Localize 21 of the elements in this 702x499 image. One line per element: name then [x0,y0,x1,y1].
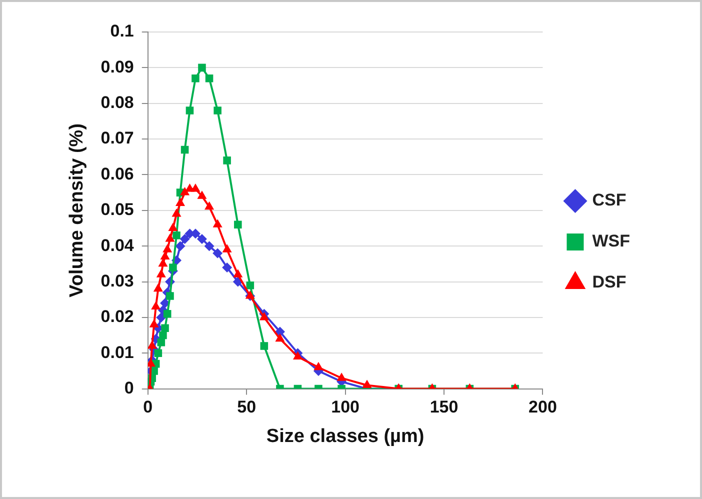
y-tick-label: 0.06 [100,164,134,184]
legend-label: CSF [592,190,626,210]
y-axis-title: Volume density (%) [66,123,88,298]
y-tick-label: 0.1 [110,22,134,41]
legend-label: DSF [592,272,626,292]
x-axis-title: Size classes (µm) [266,426,424,447]
y-tick-label: 0.01 [100,342,134,362]
y-tick-label: 0.04 [100,236,134,255]
x-tick-label: 50 [237,398,256,417]
y-tick-label: 0.05 [100,200,134,220]
y-tick-label: 0.09 [100,57,134,76]
x-tick-label: 150 [430,398,458,417]
y-tick-label: 0.08 [100,93,134,112]
y-tick-label: 0.02 [100,307,134,326]
x-tick-label: 100 [331,398,360,417]
legend-label: WSF [592,232,630,251]
y-tick-label: 0.03 [100,271,134,290]
y-tick-label: 0 [124,378,134,398]
x-tick-label: 0 [143,398,153,417]
y-tick-label: 0.07 [100,128,134,148]
x-tick-label: 200 [528,398,557,417]
